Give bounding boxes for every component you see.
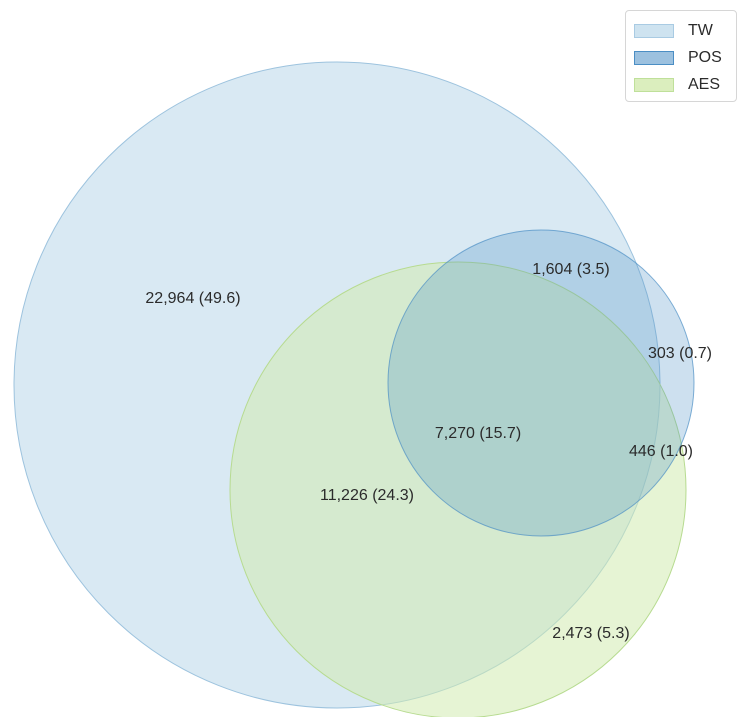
region-label-all-three: 7,270 (15.7) [435,425,521,442]
legend-label-aes: AES [688,75,721,93]
legend-label-tw: TW [688,21,713,39]
legend: TW POS AES [625,10,737,102]
aes-circle [229,261,687,717]
legend-swatch-pos [634,50,674,65]
legend-label-pos: POS [688,48,722,66]
legend-swatch-tw [634,23,674,38]
legend-item-pos: POS [634,44,736,71]
region-label-aes-only: 2,473 (5.3) [552,625,629,642]
legend-item-tw: TW [634,17,736,44]
region-label-tw-only: 22,964 (49.6) [145,290,240,307]
region-label-pos-aes: 446 (1.0) [629,443,693,460]
legend-swatch-aes [634,77,674,92]
pos-circle [387,229,695,537]
legend-item-aes: AES [634,71,736,98]
region-label-tw-pos: 1,604 (3.5) [532,261,609,278]
region-label-tw-aes: 11,226 (24.3) [320,487,414,504]
region-label-pos-only: 303 (0.7) [648,345,712,362]
